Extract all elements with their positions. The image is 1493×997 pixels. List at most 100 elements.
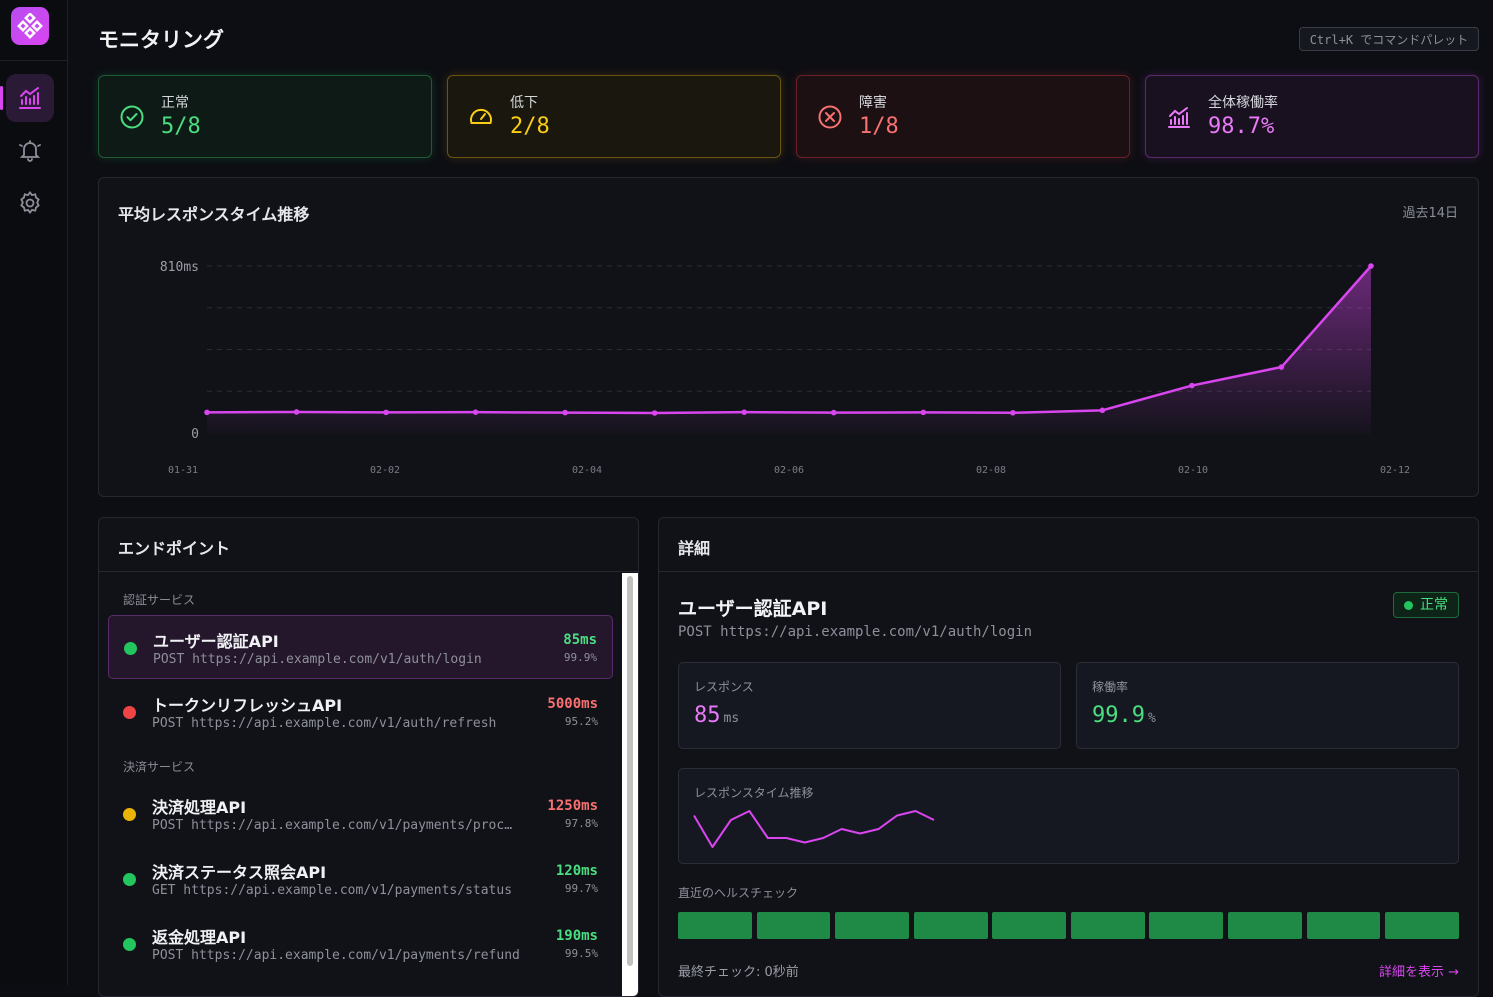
metric-label: レスポンス xyxy=(694,680,754,694)
health-check-bar[interactable] xyxy=(1149,912,1224,939)
endpoints-scrollbar[interactable] xyxy=(622,573,638,996)
health-check-bar[interactable] xyxy=(1070,912,1145,939)
status-dot xyxy=(123,808,136,821)
trend-point xyxy=(562,409,568,416)
endpoint-uptime: 99.9% xyxy=(563,651,597,664)
gear-icon xyxy=(20,191,40,214)
sparkline-card: レスポンスタイム推移 xyxy=(678,768,1459,864)
y-tick-label: 0 xyxy=(191,427,199,442)
health-check-bar[interactable] xyxy=(835,912,909,939)
group-label-payments: 決済サービス xyxy=(123,760,196,774)
sidebar-divider xyxy=(0,60,68,61)
endpoint-item[interactable]: トークンリフレッシュAPI POST https://api.example.c… xyxy=(108,680,613,744)
stat-card-healthy: 正常 5/8 xyxy=(98,75,432,158)
endpoint-url: POST https://api.example.com/v1/auth/log… xyxy=(153,652,482,667)
trend-point xyxy=(651,410,658,416)
stat-card-down: 障害 1/8 xyxy=(796,75,1130,158)
trend-point xyxy=(1099,407,1106,414)
stat-label: 全体稼働率 xyxy=(1208,95,1278,111)
stat-value: 2/8 xyxy=(510,114,550,139)
endpoint-item[interactable]: 決済処理API POST https://api.example.com/v1/… xyxy=(108,782,613,846)
health-check-bar[interactable] xyxy=(1227,912,1302,939)
endpoint-uptime: 99.7% xyxy=(564,882,598,895)
page-title: モニタリング xyxy=(98,28,224,52)
detail-endpoint-name: ユーザー認証API xyxy=(678,598,828,620)
endpoint-item[interactable]: 返金処理API POST https://api.example.com/v1/… xyxy=(108,912,613,976)
y-tick-label: 810ms xyxy=(160,260,199,275)
response-metric-card: レスポンス 85 ms xyxy=(678,662,1061,749)
endpoint-item[interactable]: 決済ステータス照会API GET https://api.example.com… xyxy=(108,847,613,911)
uptime-metric-card: 稼働率 99.9% xyxy=(1076,662,1459,749)
chart-icon xyxy=(19,87,41,109)
endpoint-name: トークンリフレッシュAPI xyxy=(152,696,343,715)
trend-point xyxy=(1010,409,1016,416)
group-label-auth: 認証サービス xyxy=(123,593,196,607)
stat-card-uptime: 全体稼働率 98.7% xyxy=(1145,75,1479,158)
endpoint-response-time: 120ms xyxy=(555,863,598,879)
health-check-bar[interactable] xyxy=(1306,912,1381,939)
endpoints-title: エンドポイント xyxy=(118,539,231,558)
x-tick-label: 02-06 xyxy=(774,465,804,476)
logo-icon xyxy=(17,13,43,39)
trend-area xyxy=(207,266,1371,434)
endpoint-uptime: 97.8% xyxy=(564,817,598,830)
endpoint-url: POST https://api.example.com/v1/auth/ref… xyxy=(152,716,497,731)
health-check-bar[interactable] xyxy=(992,912,1067,939)
endpoint-url: GET https://api.example.com/v1/payments/… xyxy=(152,883,513,898)
health-check-bar[interactable] xyxy=(913,912,988,939)
endpoint-response-time: 85ms xyxy=(563,632,597,648)
status-badge: 正常 xyxy=(1393,592,1459,618)
detail-header: 詳細 xyxy=(659,518,1478,572)
sparkline-chart xyxy=(693,810,935,848)
sidebar-item-monitoring[interactable] xyxy=(0,74,54,122)
chart-range: 過去14日 xyxy=(1402,206,1458,221)
health-check-bar[interactable] xyxy=(756,912,831,939)
view-details-link[interactable]: 詳細を表示 → xyxy=(1378,965,1459,980)
stat-value: 1/8 xyxy=(859,114,899,139)
sidebar-item-settings[interactable] xyxy=(6,179,54,227)
last-check-text: 最終チェック: 0秒前 xyxy=(678,965,799,980)
trend-point xyxy=(741,409,748,415)
endpoint-name: ユーザー認証API xyxy=(153,632,279,651)
x-tick-label: 01-31 xyxy=(168,465,198,476)
endpoint-name: 返金処理API xyxy=(152,928,247,947)
endpoint-response-time: 190ms xyxy=(555,928,598,944)
bell-icon xyxy=(19,140,41,162)
metric-number: 85 xyxy=(694,703,721,728)
trend-line xyxy=(206,265,1372,415)
detail-panel: 詳細 ユーザー認証API POST https://api.example.co… xyxy=(658,517,1479,997)
response-time-chart: 810ms 0 01-31 02-02 02-04 02-06 02-08 02-10 02-1… xyxy=(160,260,1410,476)
app-logo[interactable] xyxy=(11,7,49,45)
status-dot xyxy=(123,706,136,719)
sparkline-label: レスポンスタイム推移 xyxy=(694,786,814,800)
trend-point xyxy=(1278,364,1285,370)
endpoint-item[interactable]: ユーザー認証API POST https://api.example.com/v… xyxy=(108,615,613,679)
stat-label: 正常 xyxy=(161,95,189,111)
sidebar-item-alerts[interactable] xyxy=(6,126,54,174)
trend-point xyxy=(920,409,927,416)
detail-title: 詳細 xyxy=(678,539,711,558)
stat-label: 低下 xyxy=(510,95,538,111)
metric-unit: % xyxy=(1147,711,1156,726)
endpoint-url: POST https://api.example.com/v1/payments… xyxy=(152,948,520,963)
detail-endpoint-url: POST https://api.example.com/v1/auth/log… xyxy=(678,624,1033,640)
trend-point xyxy=(204,409,210,416)
chart-icon xyxy=(1168,107,1190,128)
endpoint-name: 決済ステータス照会API xyxy=(152,863,327,882)
metric-value: 85 ms xyxy=(694,703,739,728)
x-tick-label: 02-04 xyxy=(572,465,602,476)
trend-point xyxy=(472,409,479,415)
endpoint-uptime: 99.5% xyxy=(564,947,598,960)
trend-point xyxy=(1368,263,1374,269)
x-tick-label: 02-02 xyxy=(370,465,400,476)
stat-label: 障害 xyxy=(859,95,887,111)
stat-value: 98.7% xyxy=(1208,114,1275,139)
endpoint-url: POST https://api.example.com/v1/payments… xyxy=(152,818,513,833)
health-check-bar[interactable] xyxy=(678,912,752,939)
x-tick-label: 02-10 xyxy=(1178,465,1208,476)
health-check-bar[interactable] xyxy=(1385,912,1459,939)
scrollbar-thumb[interactable] xyxy=(627,576,633,966)
trend-point xyxy=(1189,382,1195,389)
command-palette-hint[interactable]: Ctrl+K でコマンドパレット xyxy=(1299,27,1479,51)
stat-card-degraded: 低下 2/8 xyxy=(447,75,781,158)
